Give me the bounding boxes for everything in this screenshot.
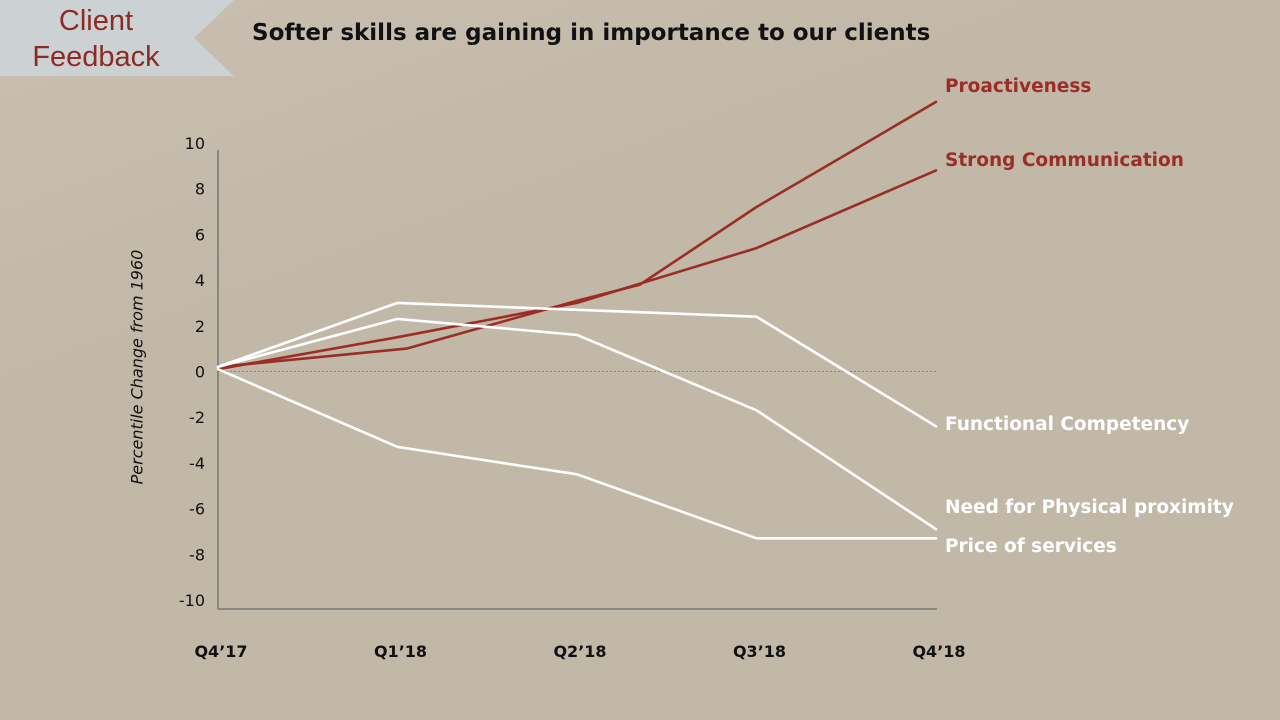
y-axis-label: Percentile Change from 1960	[127, 249, 147, 485]
x-tick-label: Q4’17	[194, 642, 247, 661]
y-tick-label: -8	[189, 545, 205, 564]
tag-shape	[0, 0, 234, 76]
series-line-need-for-physical-proximity	[216, 317, 938, 531]
x-tick-label: Q3’18	[733, 642, 786, 661]
y-tick-label: 10	[185, 134, 205, 153]
series-label-proactiveness: Proactiveness	[945, 75, 1092, 97]
series-line-strong-communication	[216, 169, 938, 371]
x-tick-label: Q4’18	[912, 642, 965, 661]
x-tick-label: Q1’18	[374, 642, 427, 661]
y-tick-label: -4	[189, 454, 205, 473]
slide-title: Softer skills are gaining in importance …	[252, 20, 931, 46]
series-label-strong-communication: Strong Communication	[945, 150, 1184, 172]
y-tick-label: 6	[195, 225, 205, 244]
y-tick-label: -10	[179, 591, 205, 610]
series-label-price-of-services: Price of services	[945, 536, 1117, 558]
y-tick-label: 2	[195, 317, 205, 336]
series-label-functional-competency: Functional Competency	[945, 414, 1190, 436]
x-tick-label: Q2’18	[553, 642, 606, 661]
y-tick-label: 8	[195, 180, 205, 199]
y-tick-label: -6	[189, 500, 205, 519]
y-tick-label: -2	[189, 408, 205, 427]
series-line-functional-competency	[216, 301, 938, 428]
series-line-price-of-services	[216, 367, 938, 540]
section-tag-label: Client Feedback	[32, 5, 160, 73]
series-label-need-for-physical-proximity: Need for Physical proximity	[945, 497, 1234, 519]
y-tick-label: 4	[195, 271, 205, 290]
y-tick-label: 0	[195, 363, 205, 382]
section-tag: Client Feedback	[0, 0, 236, 76]
